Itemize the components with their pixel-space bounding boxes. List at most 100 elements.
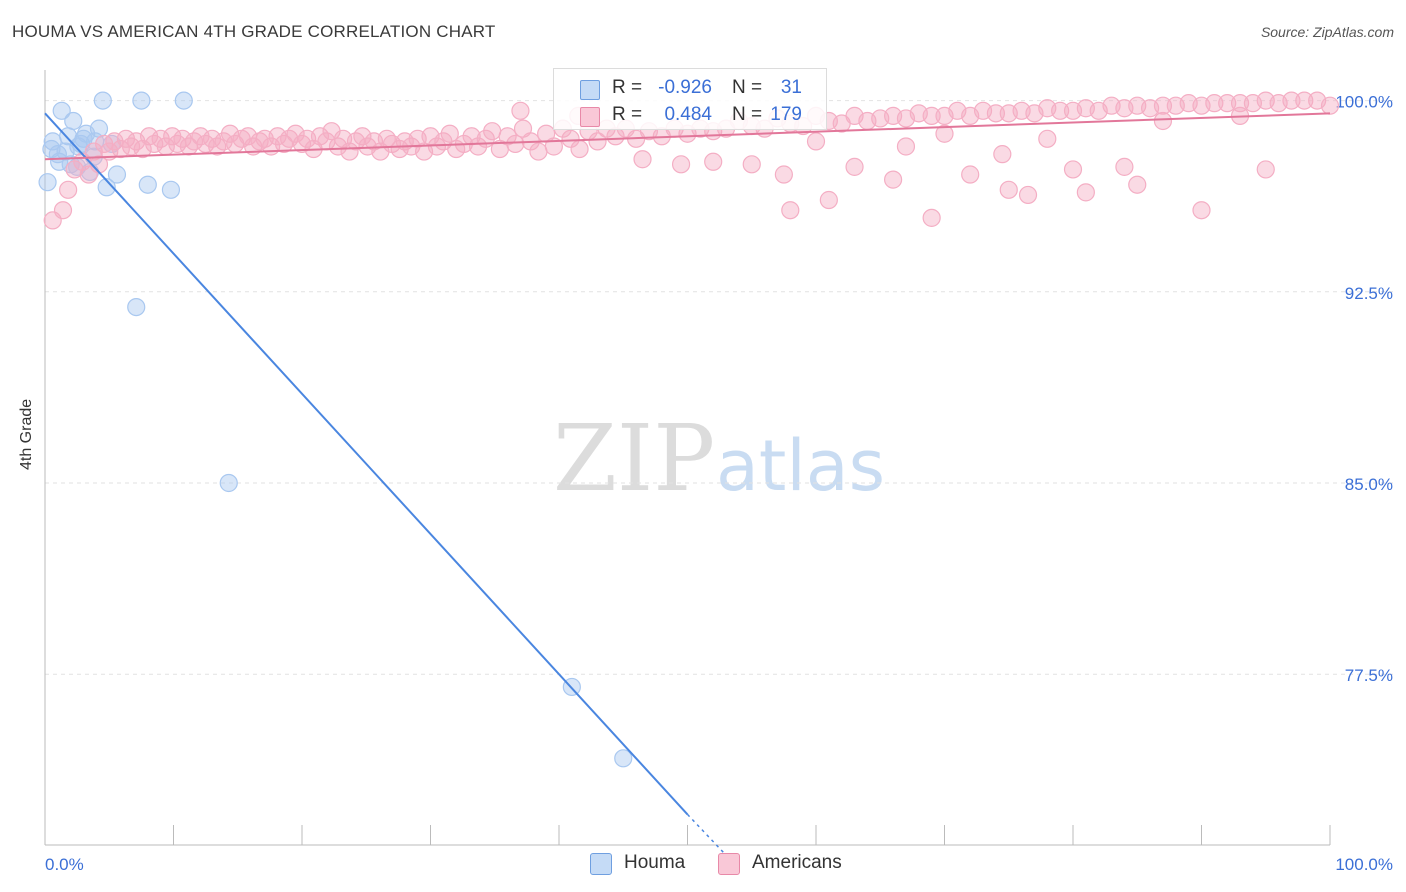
houma-point (138, 175, 157, 194)
americans-point (633, 150, 652, 169)
americans-point (781, 201, 800, 220)
houma-trendline-extension (686, 813, 727, 856)
americans-point (1218, 94, 1237, 113)
americans-n-value: 179 (770, 104, 802, 125)
americans-point (986, 104, 1006, 123)
americans-point (1205, 94, 1224, 113)
americans-point (250, 132, 269, 151)
y-tick-label: 85.0% (1345, 475, 1393, 494)
x-tick-label: 100.0% (1335, 855, 1393, 874)
americans-point (483, 122, 502, 141)
houma-point (64, 111, 83, 131)
americans-point (440, 124, 459, 143)
americans-point (1115, 157, 1134, 176)
houma-point (52, 101, 71, 120)
americans-point (704, 152, 723, 171)
houma-point (93, 91, 112, 110)
americans-point (1230, 94, 1250, 113)
houma-r-label: R = (612, 77, 643, 98)
houma-point (219, 473, 238, 493)
y-tick-label: 100.0% (1335, 93, 1393, 112)
houma-n-value: 31 (780, 77, 802, 98)
americans-point (292, 134, 312, 154)
y-tick-label: 77.5% (1345, 666, 1393, 685)
americans-point (774, 165, 793, 184)
houma-point (174, 91, 193, 110)
americans-point (922, 208, 941, 227)
americans-point (961, 165, 980, 184)
americans-point (1295, 91, 1314, 110)
americans-point (883, 170, 903, 189)
americans-point (561, 129, 580, 148)
americans-r-label: R = (612, 104, 643, 125)
watermark-zip: ZIP (553, 405, 715, 512)
americans-point (1256, 160, 1275, 179)
houma-point (107, 165, 127, 184)
source-credit: Source: ZipAtlas.com (1260, 24, 1394, 40)
americans-point (1051, 101, 1070, 120)
americans-point (935, 124, 954, 143)
americans-point (671, 155, 691, 174)
chart-title: HOUMA VS AMERICAN 4TH GRADE CORRELATION … (12, 22, 496, 41)
americans-r-value: 0.484 (664, 104, 712, 125)
americans-point (468, 137, 488, 156)
americans-point (220, 124, 240, 143)
americans-point (1128, 175, 1147, 194)
americans-point (819, 190, 838, 210)
americans-point (1076, 183, 1095, 202)
americans-point (806, 132, 826, 151)
americans-point (529, 142, 548, 161)
americans-point (1153, 111, 1173, 131)
americans-point (922, 106, 941, 125)
x-tick-label: 0.0% (45, 855, 84, 874)
americans-point (511, 101, 530, 120)
houma-n-label: N = (732, 77, 763, 98)
houma-r-value: -0.926 (658, 77, 712, 98)
americans-point (1320, 96, 1340, 115)
houma-point (56, 142, 75, 161)
americans-point (544, 137, 563, 156)
americans-point (845, 157, 864, 176)
americans-point (53, 201, 73, 220)
legend-americans-swatch (718, 853, 740, 875)
americans-point (588, 132, 607, 151)
legend-americans-label: Americans (752, 852, 842, 873)
houma-point (161, 180, 181, 199)
watermark-atlas: atlas (716, 425, 885, 507)
americans-point (59, 180, 78, 199)
houma-point (127, 297, 146, 317)
americans-point (121, 137, 141, 156)
americans-point (999, 180, 1018, 199)
americans-point (993, 145, 1012, 164)
americans-point (286, 124, 305, 143)
houma-swatch (580, 80, 600, 100)
americans-point (498, 127, 517, 146)
americans-point (1038, 129, 1057, 148)
americans-point (65, 160, 84, 179)
americans-point (1018, 185, 1038, 205)
americans-trendline (44, 112, 1331, 161)
stats-legend-row-americans: R = 0.484 N = 179 (554, 100, 826, 128)
americans-point (896, 137, 916, 156)
americans-swatch (580, 107, 600, 127)
stats-legend-row-houma: R = -0.926 N = 31 (554, 73, 826, 101)
americans-point (506, 134, 525, 154)
americans-point (353, 127, 372, 146)
legend-houma-label: Houma (624, 852, 686, 873)
americans-n-label: N = (732, 104, 763, 125)
y-tick-label: 92.5% (1345, 284, 1393, 303)
americans-point (1282, 91, 1301, 110)
houma-point (97, 178, 116, 197)
houma-point (50, 152, 69, 171)
legend-houma-swatch (590, 853, 612, 875)
houma-trendline (44, 112, 689, 816)
americans-point (274, 134, 294, 154)
americans-point (742, 155, 761, 174)
americans-point (1153, 96, 1173, 115)
houma-point (38, 173, 57, 192)
y-axis-label: 4th Grade (18, 398, 35, 470)
americans-point (1192, 201, 1211, 220)
americans-point (570, 139, 589, 159)
houma-point (614, 749, 633, 768)
